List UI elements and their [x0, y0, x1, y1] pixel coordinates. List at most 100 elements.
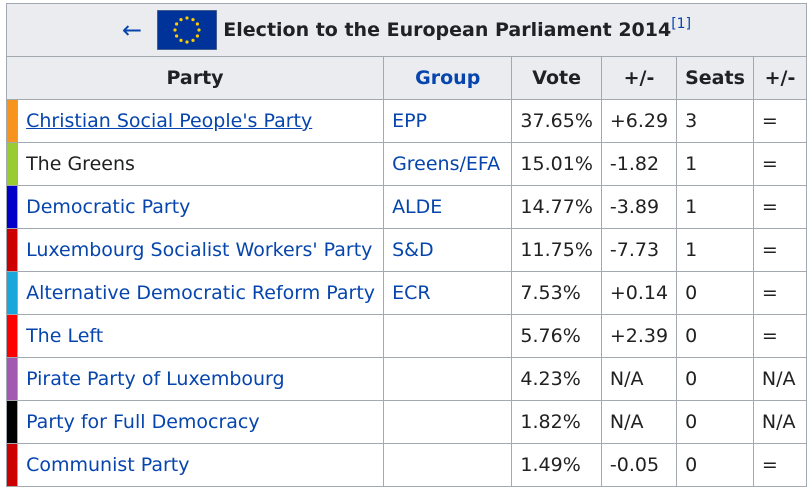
seats-cell: 0	[676, 357, 754, 401]
vote-cell: 5.76%	[511, 314, 602, 358]
party-color	[5, 314, 19, 358]
seat-change-cell: =	[752, 314, 807, 358]
seat-change-cell: N/A	[752, 400, 807, 444]
seats-cell: 3	[676, 99, 754, 143]
party-link[interactable]: Alternative Democratic Reform Party	[26, 282, 376, 304]
party-row: Alternative Democratic Reform Party ECR 7.…	[5, 271, 807, 315]
column-header: Party	[5, 56, 385, 100]
results-table: ← Election to the European Parliament 20…	[5, 3, 807, 487]
group-cell: Greens/EFA	[383, 142, 513, 186]
party-link[interactable]: Democratic Party	[26, 196, 191, 218]
group-link[interactable]: EPP	[392, 110, 427, 132]
party-cell: Democratic Party	[17, 185, 385, 229]
party-row: The Greens Greens/EFA 15.01% -1.82 1 =	[5, 142, 807, 186]
seat-change-cell: =	[752, 228, 807, 272]
party-row: The Left 5.76% +2.39 0 =	[5, 314, 807, 358]
party-cell: Christian Social People's Party	[17, 99, 385, 143]
vote-cell: 14.77%	[511, 185, 602, 229]
group-cell: ALDE	[383, 185, 513, 229]
column-header: Vote	[511, 56, 602, 100]
seats-cell: 0	[676, 443, 754, 487]
change-cell: N/A	[600, 400, 678, 444]
column-header: +/-	[600, 56, 678, 100]
group-link[interactable]: S&D	[392, 239, 434, 261]
party-color	[5, 99, 19, 143]
group-cell	[383, 357, 513, 401]
party-cell: Alternative Democratic Reform Party	[17, 271, 385, 315]
party-link[interactable]: Christian Social People's Party	[26, 110, 313, 132]
party-cell: Luxembourg Socialist Workers' Party	[17, 228, 385, 272]
group-link[interactable]: ECR	[392, 282, 431, 304]
group-cell: S&D	[383, 228, 513, 272]
seats-cell: 1	[676, 142, 754, 186]
party-color	[5, 400, 19, 444]
party-cell: Pirate Party of Luxembourg	[17, 357, 385, 401]
party-link[interactable]: The Left	[26, 325, 104, 347]
party-link[interactable]: Luxembourg Socialist Workers' Party	[26, 239, 373, 261]
results-table-wrap: ← Election to the European Parliament 20…	[5, 3, 807, 487]
vote-cell: 11.75%	[511, 228, 602, 272]
column-header: Group	[383, 56, 513, 100]
party-link[interactable]: Party for Full Democracy	[26, 411, 260, 433]
seats-cell: 0	[676, 314, 754, 358]
eu-flag	[156, 9, 218, 51]
party-row: Pirate Party of Luxembourg 4.23% N/A 0 N/A	[5, 357, 807, 401]
party-link[interactable]: Pirate Party of Luxembourg	[26, 368, 285, 390]
party-color	[5, 357, 19, 401]
vote-cell: 37.65%	[511, 99, 602, 143]
party-color	[5, 142, 19, 186]
party-row: Communist Party 1.49% -0.05 0 =	[5, 443, 807, 487]
group-cell	[383, 314, 513, 358]
party-link[interactable]: The Greens	[26, 153, 135, 175]
seats-cell: 0	[676, 400, 754, 444]
group-cell: ECR	[383, 271, 513, 315]
change-cell: +6.29	[600, 99, 678, 143]
change-cell: +0.14	[600, 271, 678, 315]
column-header: +/-	[752, 56, 807, 100]
title: Election to the European Parliament 2014	[223, 19, 672, 41]
column-header: Seats	[676, 56, 754, 100]
party-row: Party for Full Democracy 1.82% N/A 0 N/A	[5, 400, 807, 444]
party-color	[5, 185, 19, 229]
vote-cell: 15.01%	[511, 142, 602, 186]
group-cell	[383, 443, 513, 487]
seat-change-cell: =	[752, 99, 807, 143]
seat-change-cell: =	[752, 443, 807, 487]
party-row: Christian Social People's Party EPP 37.65%…	[5, 99, 807, 143]
party-cell: The Left	[17, 314, 385, 358]
seat-change-cell: =	[752, 271, 807, 315]
change-cell: +2.39	[600, 314, 678, 358]
seat-change-cell: =	[752, 142, 807, 186]
vote-cell: 4.23%	[511, 357, 602, 401]
vote-cell: 7.53%	[511, 271, 602, 315]
party-color	[5, 443, 19, 487]
back-arrow[interactable]: ←	[121, 16, 143, 44]
seats-cell: 1	[676, 185, 754, 229]
seat-change-cell: =	[752, 185, 807, 229]
party-row: Democratic Party ALDE 14.77% -3.89 1 =	[5, 185, 807, 229]
vote-cell: 1.49%	[511, 443, 602, 487]
seat-change-cell: N/A	[752, 357, 807, 401]
party-cell: Party for Full Democracy	[17, 400, 385, 444]
seats-cell: 1	[676, 228, 754, 272]
change-cell: N/A	[600, 357, 678, 401]
change-cell: -7.73	[600, 228, 678, 272]
party-link[interactable]: Communist Party	[26, 454, 190, 476]
change-cell: -3.89	[600, 185, 678, 229]
party-color	[5, 228, 19, 272]
group-link[interactable]: Greens/EFA	[392, 153, 501, 175]
party-cell: Communist Party	[17, 443, 385, 487]
group-cell: EPP	[383, 99, 513, 143]
reference[interactable]: [1]	[671, 16, 692, 33]
column-header-link[interactable]: Group	[415, 67, 481, 89]
party-color	[5, 271, 19, 315]
party-cell: The Greens	[17, 142, 385, 186]
change-cell: -0.05	[600, 443, 678, 487]
party-row: Luxembourg Socialist Workers' Party S&D 11…	[5, 228, 807, 272]
change-cell: -1.82	[600, 142, 678, 186]
seats-cell: 0	[676, 271, 754, 315]
vote-cell: 1.82%	[511, 400, 602, 444]
group-link[interactable]: ALDE	[392, 196, 443, 218]
caption: ← Election to the European Parliament 20…	[6, 3, 807, 57]
